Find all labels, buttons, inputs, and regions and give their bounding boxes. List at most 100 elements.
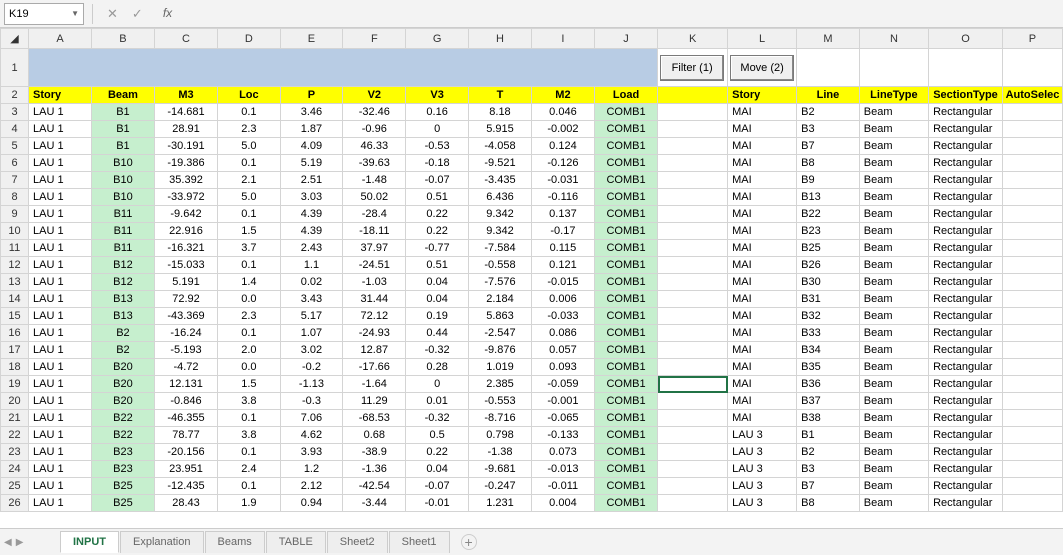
cell-L6[interactable]: MAI [728,155,797,172]
row-header-10[interactable]: 10 [1,223,29,240]
cell-L20[interactable]: MAI [728,393,797,410]
cell-E13[interactable]: 0.02 [280,274,343,291]
cell-C20[interactable]: -0.846 [154,393,217,410]
header-cell[interactable]: Load [594,87,657,104]
cell-D8[interactable]: 5.0 [218,189,281,206]
cell-E9[interactable]: 4.39 [280,206,343,223]
cell-J4[interactable]: COMB1 [594,121,657,138]
cell-N6[interactable]: Beam [859,155,928,172]
cell-N21[interactable]: Beam [859,410,928,427]
cell-P17[interactable] [1002,342,1062,359]
row-header-20[interactable]: 20 [1,393,29,410]
cell-C25[interactable]: -12.435 [154,478,217,495]
header-cell[interactable]: Line [797,87,860,104]
cell-L22[interactable]: LAU 3 [728,427,797,444]
cell-E8[interactable]: 3.03 [280,189,343,206]
col-header-O[interactable]: O [929,29,1003,49]
cell-I8[interactable]: -0.116 [531,189,594,206]
cell-D9[interactable]: 0.1 [218,206,281,223]
cell-F8[interactable]: 50.02 [343,189,406,206]
cell-O7[interactable]: Rectangular [929,172,1003,189]
cell-G7[interactable]: -0.07 [406,172,469,189]
cell-E25[interactable]: 2.12 [280,478,343,495]
cell-G19[interactable]: 0 [406,376,469,393]
cell-C5[interactable]: -30.191 [154,138,217,155]
row-header-14[interactable]: 14 [1,291,29,308]
row-header-15[interactable]: 15 [1,308,29,325]
cell-A11[interactable]: LAU 1 [29,240,92,257]
cell-E20[interactable]: -0.3 [280,393,343,410]
cell-G22[interactable]: 0.5 [406,427,469,444]
cell-A18[interactable]: LAU 1 [29,359,92,376]
cell-D13[interactable]: 1.4 [218,274,281,291]
cell-D10[interactable]: 1.5 [218,223,281,240]
cell-C13[interactable]: 5.191 [154,274,217,291]
cell-L10[interactable]: MAI [728,223,797,240]
cell-H9[interactable]: 9.342 [469,206,532,223]
header-cell[interactable]: M3 [154,87,217,104]
cell-D7[interactable]: 2.1 [218,172,281,189]
cell-L19[interactable]: MAI [728,376,797,393]
cell-A26[interactable]: LAU 1 [29,495,92,512]
cell-J16[interactable]: COMB1 [594,325,657,342]
row-header-6[interactable]: 6 [1,155,29,172]
cell-E26[interactable]: 0.94 [280,495,343,512]
cell-D6[interactable]: 0.1 [218,155,281,172]
cell-G25[interactable]: -0.07 [406,478,469,495]
tab-prev-icon[interactable]: ◀ [4,537,12,548]
cell-C6[interactable]: -19.386 [154,155,217,172]
cell-G6[interactable]: -0.18 [406,155,469,172]
cell-G23[interactable]: 0.22 [406,444,469,461]
row-header-11[interactable]: 11 [1,240,29,257]
row-header-13[interactable]: 13 [1,274,29,291]
cell-F24[interactable]: -1.36 [343,461,406,478]
row-header-8[interactable]: 8 [1,189,29,206]
tab-input[interactable]: INPUT [60,531,119,553]
cell-D17[interactable]: 2.0 [218,342,281,359]
cell-O18[interactable]: Rectangular [929,359,1003,376]
cell-G10[interactable]: 0.22 [406,223,469,240]
cell-N16[interactable]: Beam [859,325,928,342]
cell-A6[interactable]: LAU 1 [29,155,92,172]
cell-A16[interactable]: LAU 1 [29,325,92,342]
cell-M5[interactable]: B7 [797,138,860,155]
cell-K8[interactable] [658,189,728,206]
cell-F19[interactable]: -1.64 [343,376,406,393]
row-header-23[interactable]: 23 [1,444,29,461]
cell-B3[interactable]: B1 [92,104,155,121]
cell-I23[interactable]: 0.073 [531,444,594,461]
cell-B21[interactable]: B22 [92,410,155,427]
cell-D15[interactable]: 2.3 [218,308,281,325]
cell-E17[interactable]: 3.02 [280,342,343,359]
cell-C4[interactable]: 28.91 [154,121,217,138]
cell-B12[interactable]: B12 [92,257,155,274]
cell-D5[interactable]: 5.0 [218,138,281,155]
cell-N10[interactable]: Beam [859,223,928,240]
cell-L23[interactable]: LAU 3 [728,444,797,461]
cell-M12[interactable]: B26 [797,257,860,274]
cell-H23[interactable]: -1.38 [469,444,532,461]
cell-J25[interactable]: COMB1 [594,478,657,495]
cell-P14[interactable] [1002,291,1062,308]
cell-H4[interactable]: 5.915 [469,121,532,138]
cell-P7[interactable] [1002,172,1062,189]
cell-B10[interactable]: B11 [92,223,155,240]
cell-J3[interactable]: COMB1 [594,104,657,121]
cell-D11[interactable]: 3.7 [218,240,281,257]
header-cell[interactable]: Loc [218,87,281,104]
header-cell[interactable]: LineType [859,87,928,104]
row-header-16[interactable]: 16 [1,325,29,342]
cell-N19[interactable]: Beam [859,376,928,393]
cell-M8[interactable]: B13 [797,189,860,206]
cell-A25[interactable]: LAU 1 [29,478,92,495]
cell-C24[interactable]: 23.951 [154,461,217,478]
cell-N18[interactable]: Beam [859,359,928,376]
cell-P11[interactable] [1002,240,1062,257]
cell-K7[interactable] [658,172,728,189]
cell-F3[interactable]: -32.46 [343,104,406,121]
cell-F15[interactable]: 72.12 [343,308,406,325]
cell-P21[interactable] [1002,410,1062,427]
cell-L21[interactable]: MAI [728,410,797,427]
cell-B18[interactable]: B20 [92,359,155,376]
cell-A7[interactable]: LAU 1 [29,172,92,189]
